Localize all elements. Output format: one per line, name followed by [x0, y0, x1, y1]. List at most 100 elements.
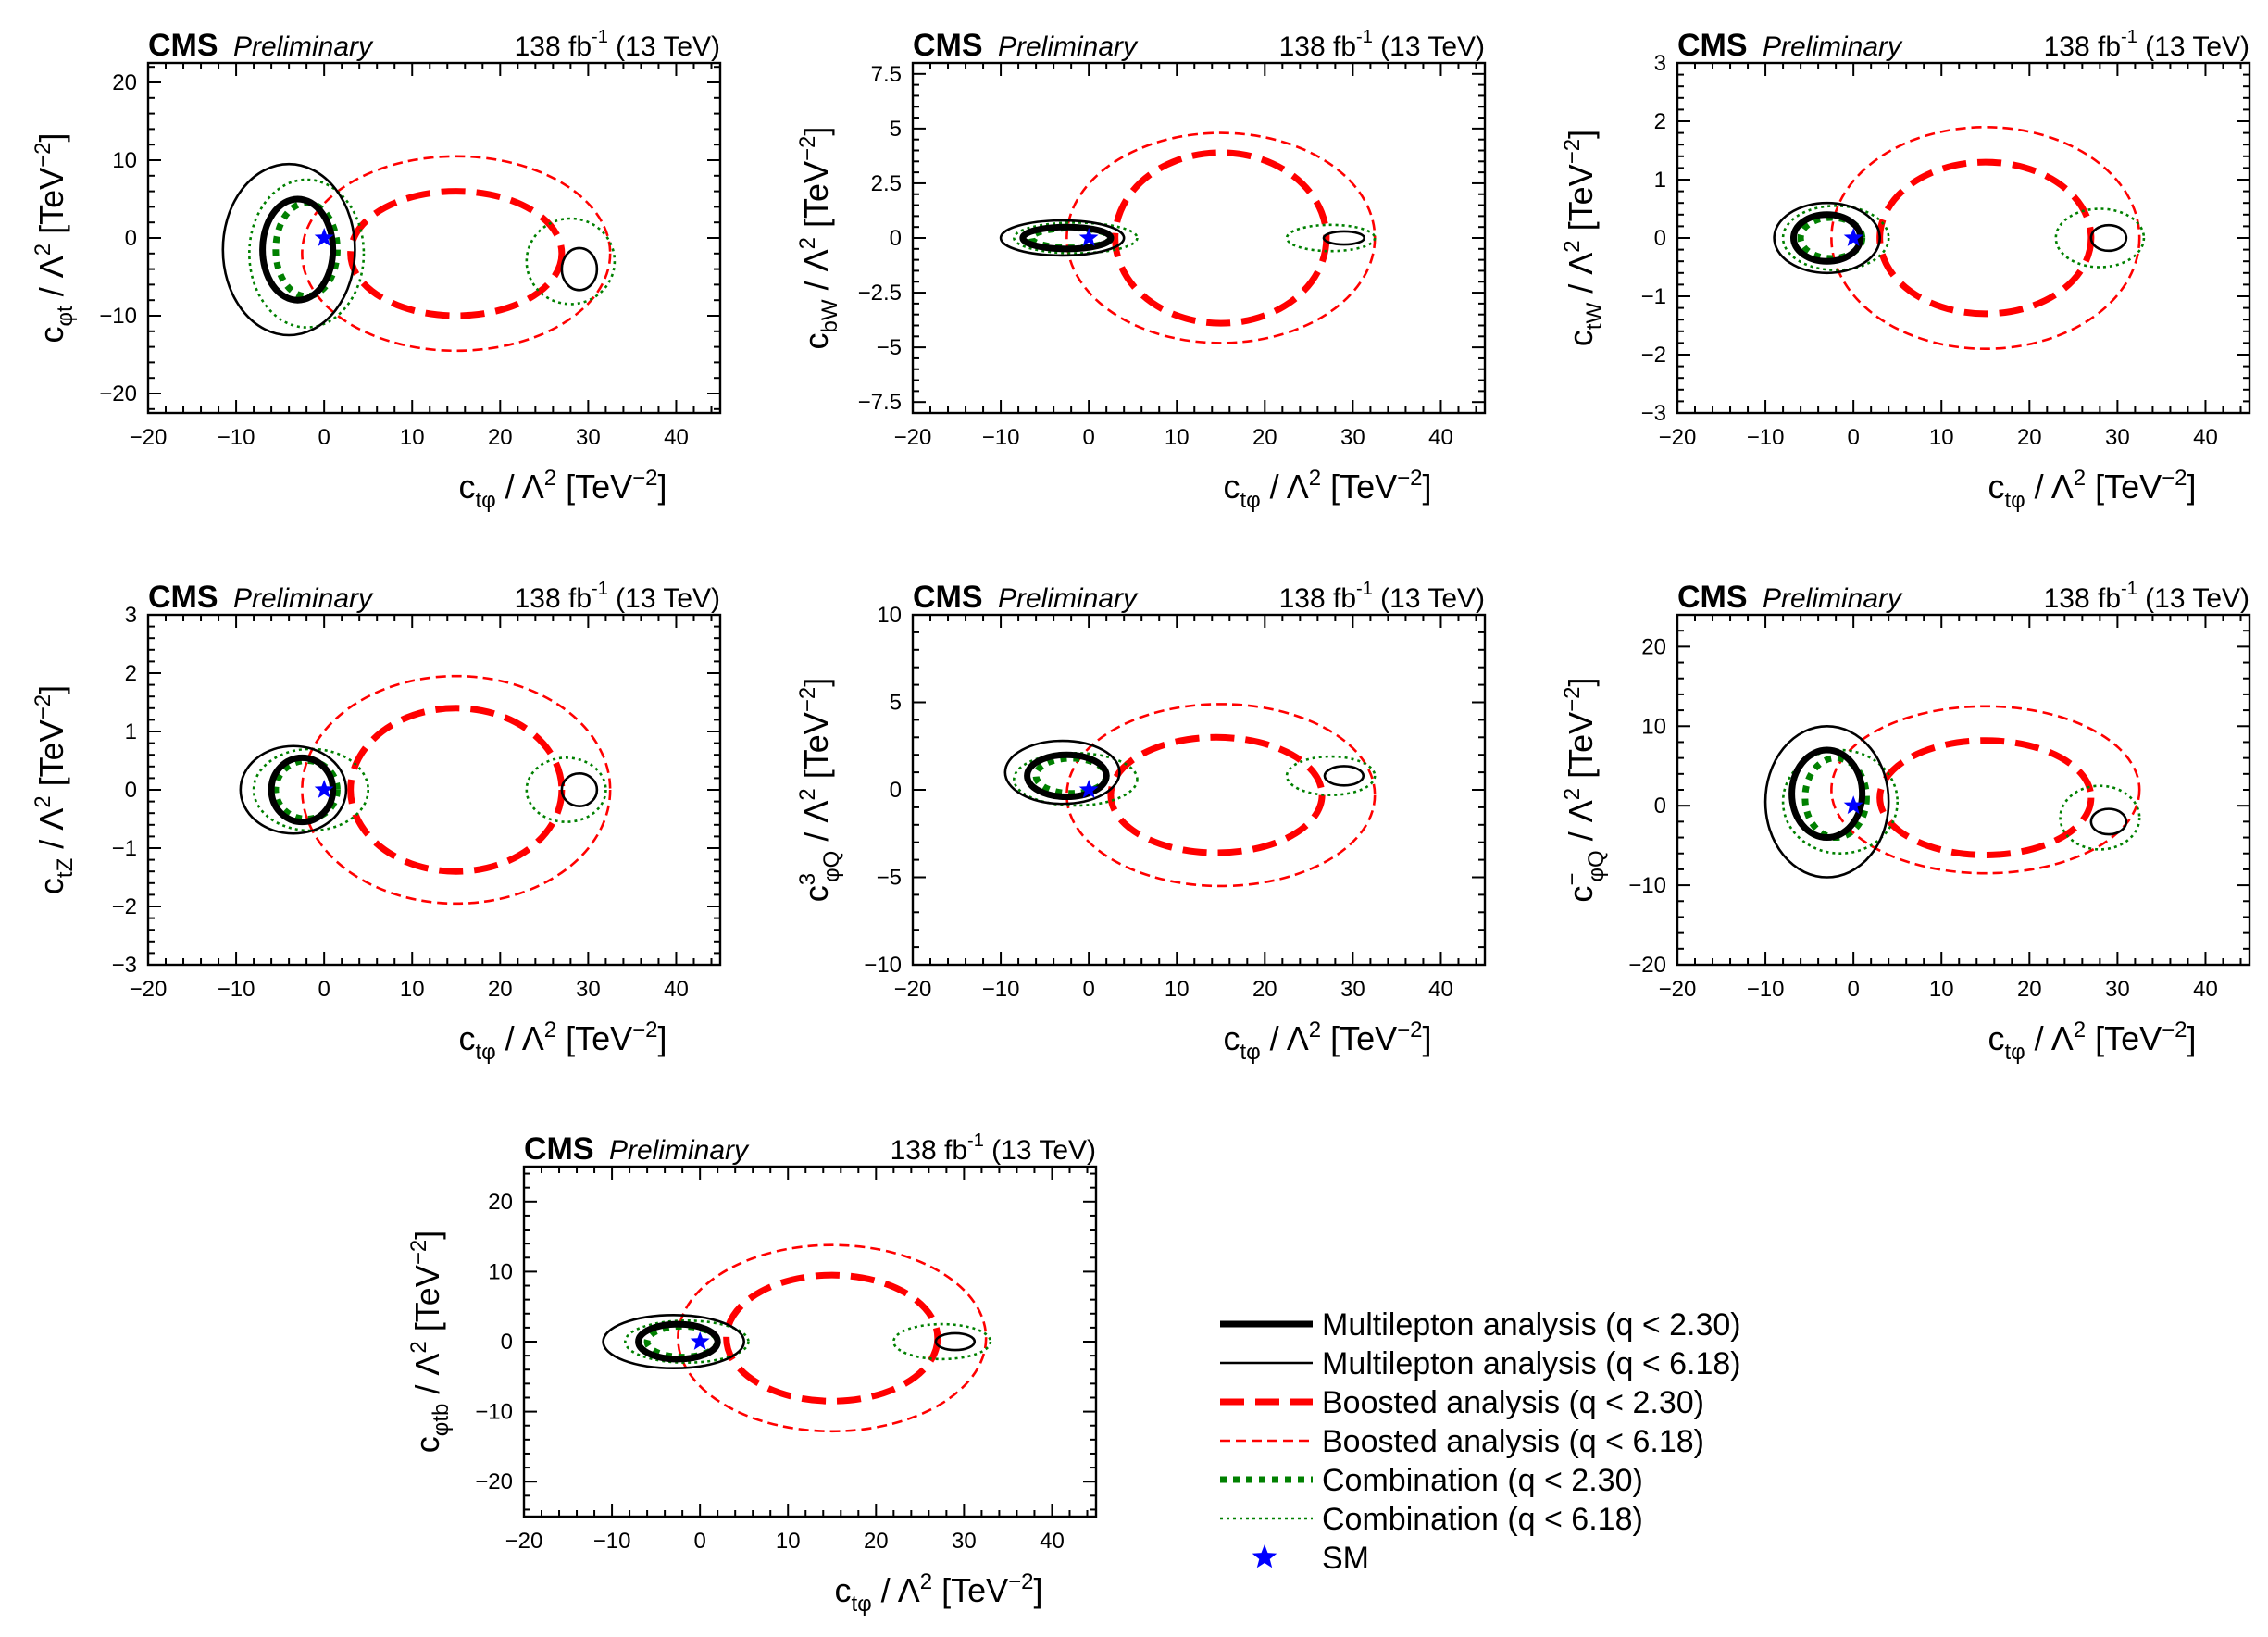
preliminary-label: Preliminary [233, 583, 374, 614]
contour-bo68-1 [347, 188, 566, 319]
contour-ml68-1 [635, 1320, 721, 1363]
legend: Multilepton analysis (q < 2.30)Multilept… [1220, 1307, 1741, 1576]
contour-co95-1 [1781, 748, 1899, 856]
legend-label: Boosted analysis (q < 6.18) [1322, 1424, 1704, 1459]
x-tick-label: 0 [1082, 977, 1094, 1002]
panel-6: CMS Preliminary 138 fb-1 (13 TeV) −20 −10 0 10… [1560, 579, 2251, 1065]
x-axis-label: ctφ / Λ2 [TeV−2] [1988, 1018, 2196, 1065]
contour-ml95-2 [1322, 230, 1366, 246]
y-tick-label: −10 [99, 304, 137, 329]
y-tick-label: 2.5 [871, 171, 902, 196]
plot-frame [911, 613, 1487, 967]
legend-label: Combination (q < 6.18) [1322, 1502, 1643, 1537]
lumi-label: 138 fb-1 (13 TeV) [2044, 579, 2249, 614]
contour-ml95-1 [999, 219, 1126, 257]
contour-ml68-1 [268, 754, 337, 826]
x-tick-label: −20 [1659, 425, 1697, 450]
contour-ml95-2 [560, 772, 599, 807]
cms-label: CMS [148, 28, 218, 63]
legend-label: Multilepton analysis (q < 6.18) [1322, 1346, 1741, 1381]
contour-bo95-1 [1065, 703, 1377, 888]
y-tick-label: 5 [890, 691, 902, 716]
y-tick-label: −2.5 [858, 281, 902, 306]
y-axis-label: c3φQ / Λ2 [TeV−2] [795, 678, 844, 902]
y-tick-label: −10 [864, 953, 902, 978]
x-tick-label: 30 [1340, 425, 1365, 450]
legend-entry-2: Multilepton analysis (q < 6.18) [1220, 1346, 1741, 1381]
x-tick-label: 30 [576, 425, 601, 450]
contour-ml68-1 [259, 195, 337, 304]
x-axis-label: ctφ / Λ2 [TeV−2] [458, 466, 667, 513]
plot-frame [1676, 613, 2251, 967]
y-tick-label: −5 [877, 866, 902, 891]
y-tick-label: −2 [1641, 343, 1666, 368]
x-tick-label: 20 [1252, 425, 1277, 450]
y-tick-label: 3 [125, 603, 137, 628]
x-tick-label: 40 [1428, 977, 1453, 1002]
x-tick-label: 20 [2017, 977, 2042, 1002]
x-tick-label: 30 [576, 977, 601, 1002]
x-tick-label: −20 [1659, 977, 1697, 1002]
lumi-label: 138 fb-1 (13 TeV) [515, 579, 720, 614]
x-tick-label: 40 [664, 425, 689, 450]
contour-co95-2 [525, 756, 607, 823]
contours [221, 155, 617, 353]
sm-point-star [1843, 228, 1863, 246]
x-tick-label: 20 [488, 425, 513, 450]
contour-bo95-1 [301, 155, 612, 353]
y-axis-label: cbW / Λ2 [TeV−2] [795, 127, 842, 350]
contour-co95-2 [2059, 784, 2141, 851]
panel-1: CMS Preliminary 138 fb-1 (13 TeV) −20 −10 0 10… [31, 27, 722, 513]
x-tick-label: −10 [593, 1529, 631, 1554]
x-tick-label: 0 [693, 1529, 705, 1554]
y-tick-label: −10 [1628, 873, 1666, 898]
x-tick-label: 10 [1929, 977, 1954, 1002]
y-tick-label: 10 [1641, 714, 1666, 739]
lumi-label: 138 fb-1 (13 TeV) [2044, 27, 2249, 62]
y-tick-label: 1 [125, 719, 137, 744]
y-tick-label: −7.5 [858, 390, 902, 415]
x-tick-label: 40 [2193, 977, 2218, 1002]
legend-label: Multilepton analysis (q < 2.30) [1322, 1307, 1741, 1343]
x-tick-label: 10 [1165, 425, 1190, 450]
preliminary-label: Preliminary [233, 31, 374, 62]
y-tick-label: 7.5 [871, 62, 902, 87]
y-tick-label: 10 [112, 148, 137, 173]
x-tick-label: 10 [1165, 977, 1190, 1002]
y-axis-label: ctW / Λ2 [TeV−2] [1560, 130, 1607, 346]
cms-label: CMS [148, 580, 218, 615]
contour-ml95-1 [1773, 201, 1881, 275]
y-tick-label: 2 [1654, 109, 1666, 134]
x-tick-label: −20 [894, 977, 932, 1002]
sm-point-star [690, 1331, 710, 1350]
x-tick-label: 40 [1428, 425, 1453, 450]
contour-ml95-1 [221, 162, 356, 337]
panel-4: CMS Preliminary 138 fb-1 (13 TeV)−20 −10 0 10… [31, 579, 722, 1065]
x-tick-label: −20 [894, 425, 932, 450]
preliminary-label: Preliminary [998, 31, 1139, 62]
x-tick-label: 40 [664, 977, 689, 1002]
x-tick-label: 20 [2017, 425, 2042, 450]
y-tick-label: 3 [1654, 51, 1666, 76]
plot-frame [1676, 61, 2251, 415]
legend-entry-6: Combination (q < 6.18) [1220, 1502, 1643, 1537]
cms-label: CMS [913, 580, 983, 615]
y-tick-label: 20 [488, 1190, 513, 1215]
x-tick-label: 40 [1040, 1529, 1065, 1554]
y-axis-label: c−φQ / Λ2 [TeV−2] [1560, 677, 1609, 902]
x-tick-label: 10 [776, 1529, 801, 1554]
contour-co95-1 [624, 1319, 750, 1364]
contour-ml95-2 [934, 1331, 977, 1352]
preliminary-label: Preliminary [1763, 31, 1903, 62]
x-tick-label: −10 [218, 977, 255, 1002]
y-tick-label: −2 [112, 894, 137, 919]
y-tick-label: 5 [890, 117, 902, 142]
lumi-label: 138 fb-1 (13 TeV) [515, 27, 720, 62]
y-tick-label: 0 [1654, 794, 1666, 818]
x-tick-label: −20 [130, 425, 168, 450]
contour-ml68-1 [1788, 746, 1866, 842]
plot-frame [911, 61, 1487, 415]
x-tick-label: 0 [1082, 425, 1094, 450]
x-tick-label: 10 [1929, 425, 1954, 450]
